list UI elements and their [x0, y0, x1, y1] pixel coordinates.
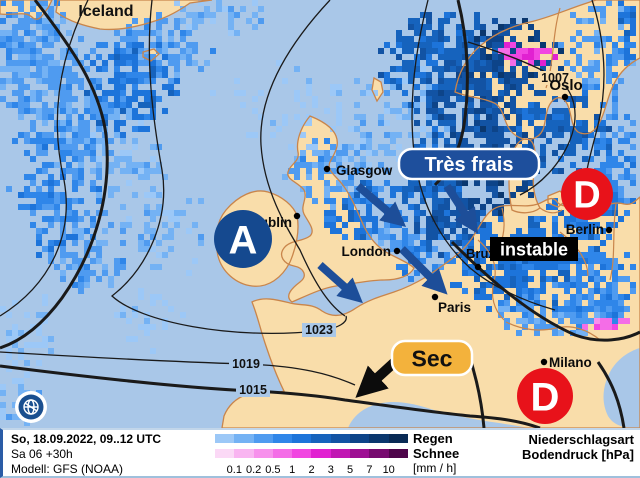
precip-colorbar: 0.1 0.2 0.5 1 2 3 5 7 10	[215, 434, 408, 477]
snow-caption: Schnee	[413, 446, 460, 461]
unit-caption: [mm / h]	[413, 461, 457, 475]
cold-air-arrow	[355, 182, 407, 228]
snow-color-step	[369, 449, 389, 458]
city-dot	[393, 247, 401, 255]
valid-time: So, 18.09.2022, 09..12 UTC	[11, 432, 162, 446]
rain-color-step	[350, 434, 370, 443]
site-logo[interactable]	[15, 391, 47, 423]
tick-label: 2	[308, 464, 315, 476]
snow-color-step	[272, 449, 293, 458]
annotation-text-tres-frais: Très frais	[425, 154, 514, 176]
snow-color-step	[292, 449, 312, 458]
city-label-milano: Milano	[549, 355, 592, 370]
rain-color-step	[234, 434, 254, 443]
rain-color-step	[369, 434, 389, 443]
city-label-paris: Paris	[438, 300, 471, 315]
cold-air-arrow	[443, 183, 479, 234]
coastline	[454, 0, 640, 141]
pressure-label-bg	[302, 323, 336, 337]
city-dot	[293, 212, 301, 220]
pressure-value-labels: 1007 1023 1019 1015	[229, 71, 572, 397]
tick-label: 7	[366, 464, 373, 476]
rain-color-step	[292, 434, 312, 443]
isobars	[0, 0, 640, 428]
rain-caption: Regen	[413, 431, 453, 446]
tick-label: 0.2	[245, 464, 262, 476]
snow-color-step	[330, 449, 351, 458]
model-name: Modell: GFS (NOAA)	[11, 462, 124, 476]
city-dot	[605, 226, 613, 234]
pressure-label: Bodendruck [hPa]	[522, 447, 634, 462]
snow-color-step	[215, 449, 235, 458]
colorbar-captions: Regen Schnee [mm / h]	[413, 431, 459, 476]
forecast-meta: So, 18.09.2022, 09..12 UTC Sa 06 +30h Mo…	[11, 432, 161, 477]
coastline	[55, 0, 213, 31]
coastline	[0, 0, 53, 20]
rain-color-step	[330, 434, 351, 443]
cold-air-arrow	[399, 246, 448, 295]
city-dot	[540, 358, 548, 366]
city-label-london: London	[342, 244, 391, 259]
coastline	[371, 76, 384, 103]
pressure-center-a	[214, 210, 272, 268]
rain-color-step	[311, 434, 331, 443]
pressure-centers: A D D	[214, 168, 613, 424]
rain-colorbar	[215, 434, 408, 443]
pressure-center-letter: D	[531, 375, 560, 419]
annotation-text-sec: Sec	[412, 345, 453, 371]
coastline	[280, 115, 415, 303]
snow-color-step	[253, 449, 273, 458]
pressure-label-bg	[236, 383, 270, 397]
model-run: Sa 06 +30h	[11, 447, 73, 461]
city-label-glasgow: Glasgow	[336, 163, 393, 178]
pressure-value: 1019	[232, 357, 260, 371]
city-label-oslo: Oslo	[549, 77, 582, 94]
pressure-value: 1015	[239, 383, 267, 397]
precipitation-layer	[0, 0, 636, 426]
annotation-box-sec	[390, 339, 474, 377]
legend-bar: So, 18.09.2022, 09..12 UTC Sa 06 +30h Mo…	[0, 428, 640, 478]
region-label: Iceland	[78, 3, 133, 20]
pressure-value: 1023	[305, 323, 333, 337]
annotation-text-instable: instable	[500, 239, 568, 259]
pressure-label-bg	[538, 71, 572, 85]
snow-colorbar	[215, 449, 408, 458]
pressure-center-d	[517, 368, 573, 424]
pressure-center-letter: A	[229, 218, 258, 262]
rain-color-step	[388, 434, 408, 443]
rain-color-step	[253, 434, 273, 443]
rain-color-step	[215, 434, 235, 443]
city-label-berlin: Berlin	[566, 222, 604, 237]
snow-color-step	[311, 449, 331, 458]
annotation-boxes: Très frais instable Sec	[390, 147, 578, 377]
tick-label: 10	[382, 464, 395, 476]
tick-label: 1	[289, 464, 296, 476]
city-dot	[474, 263, 482, 271]
snow-color-step	[234, 449, 254, 458]
precip-type-label: Niederschlagsart	[528, 432, 635, 447]
snow-color-step	[388, 449, 408, 458]
coastline	[142, 48, 160, 62]
tick-label: 0.5	[265, 464, 281, 476]
city-dot	[561, 93, 569, 101]
annotation-box-instable	[490, 237, 578, 261]
pressure-center-d	[561, 168, 613, 220]
tick-label: 0.1	[226, 464, 242, 476]
city-dot	[431, 293, 439, 301]
city-dot	[323, 165, 331, 173]
cold-air-arrow	[317, 262, 363, 304]
snow-color-step	[350, 449, 370, 458]
pressure-label-bg	[229, 357, 263, 371]
pressure-value: 1007	[541, 71, 569, 85]
colorbar-ticks: 0.1 0.2 0.5 1 2 3 5 7 10	[215, 464, 408, 477]
layer-description: Niederschlagsart Bodendruck [hPa]	[522, 432, 634, 462]
globe-icon	[23, 399, 39, 415]
annotation-box-tres-frais	[397, 147, 541, 181]
pressure-center-letter: D	[573, 175, 600, 217]
tick-label: 5	[347, 464, 354, 476]
tick-label: 3	[327, 464, 334, 476]
rain-color-step	[272, 434, 293, 443]
